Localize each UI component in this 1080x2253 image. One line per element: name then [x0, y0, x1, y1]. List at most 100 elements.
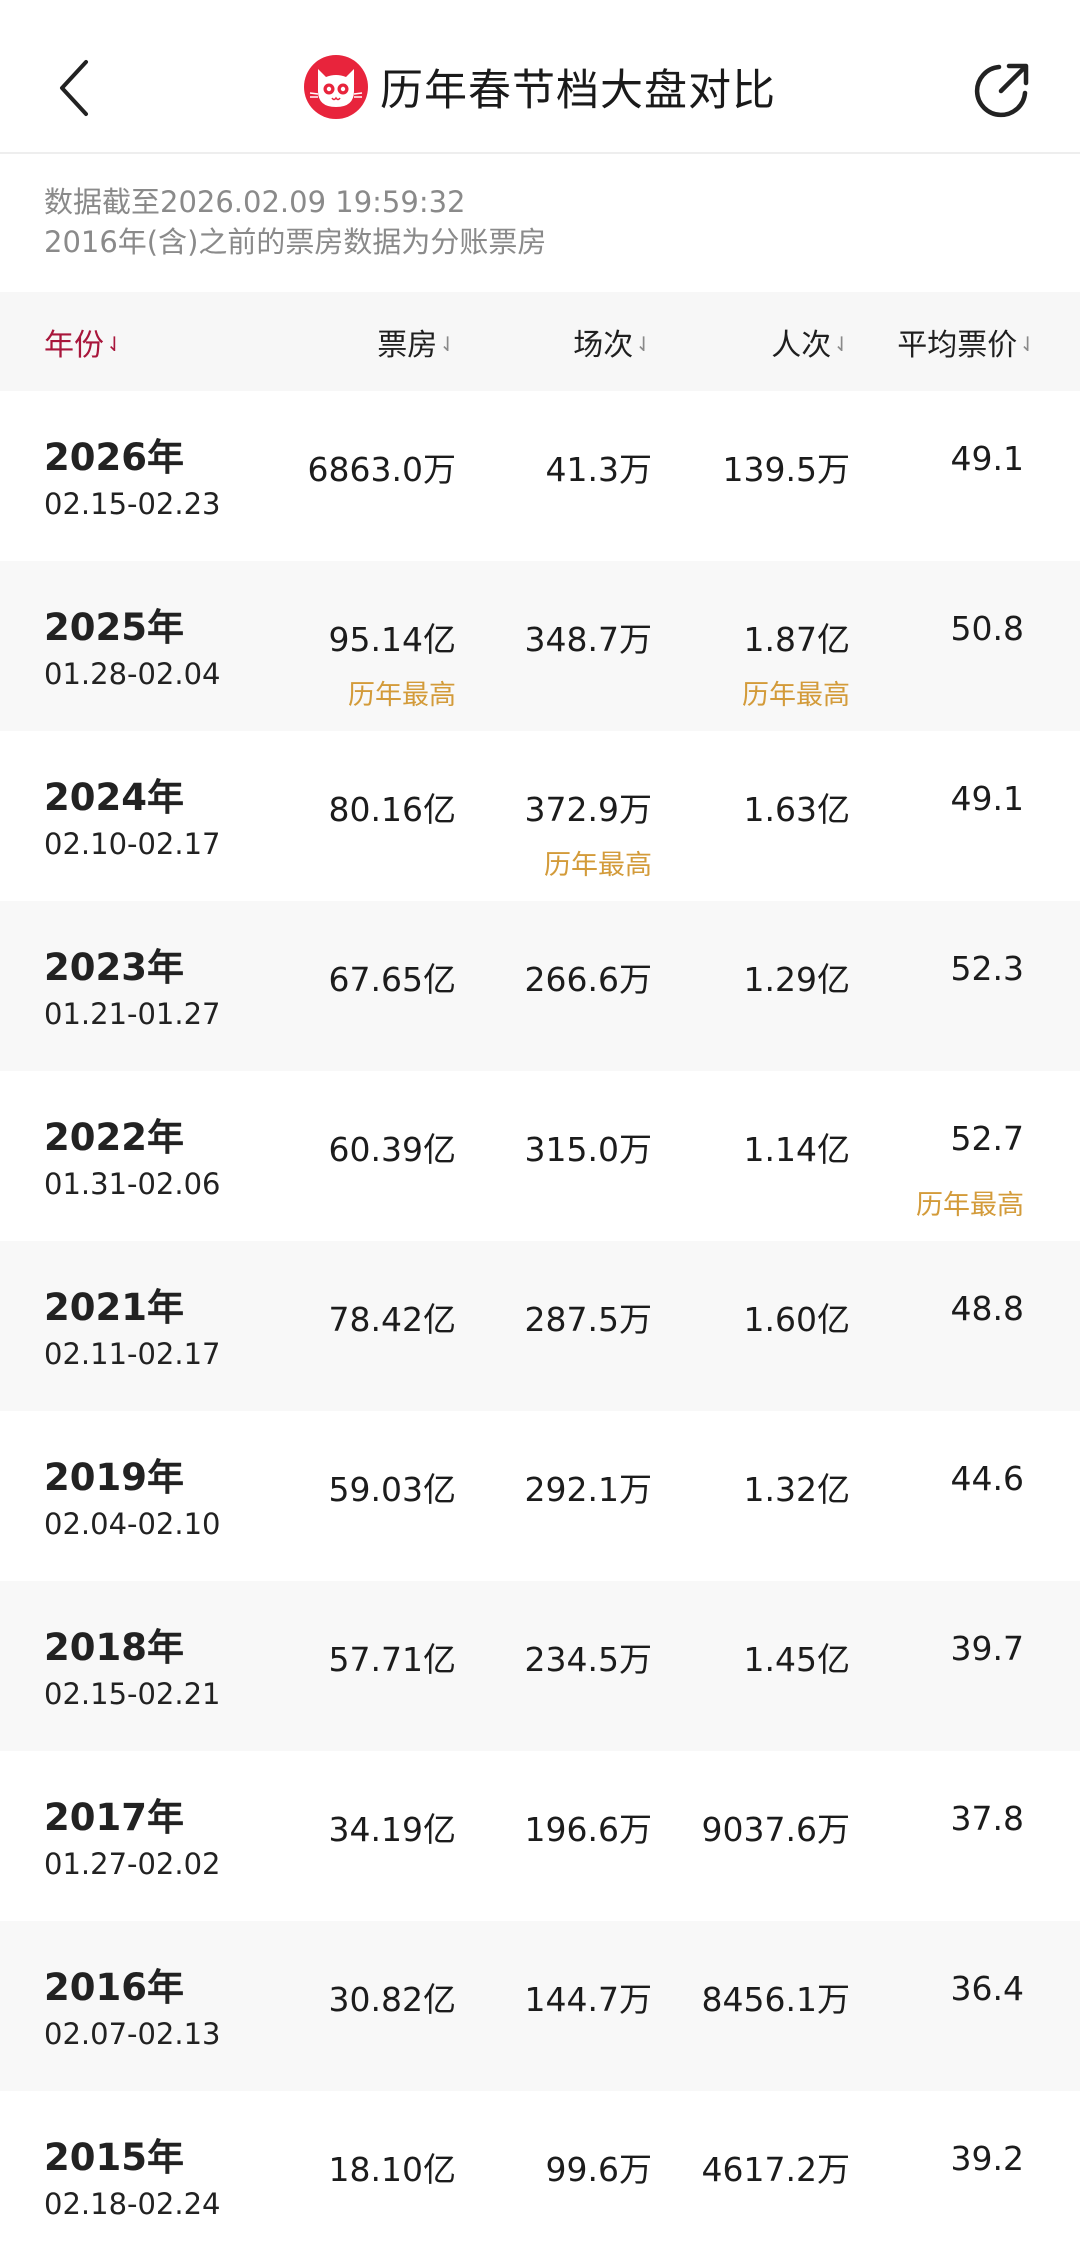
admissions-value: 4617.2万	[701, 2150, 850, 2189]
table-body: 2026年 02.15-02.23 6863.0万 41.3万 139.5万 49.1 20…	[0, 391, 1080, 2253]
record-high-badge: 历年最高	[348, 680, 456, 711]
sort-down-icon: ⇃	[106, 331, 123, 356]
table-row[interactable]: 2025年 01.28-02.04 95.14亿 历年最高 348.7万 1.87亿 历年最…	[0, 561, 1080, 731]
maoyan-cat-logo-icon	[304, 55, 368, 119]
avg-price-value: 48.8	[950, 1289, 1024, 1328]
date-range: 02.04-02.10	[44, 1507, 221, 1541]
data-notice: 数据截至2026.02.09 19:59:32 2016年(含)之前的票房数据为…	[44, 182, 546, 262]
table-row[interactable]: 2026年 02.15-02.23 6863.0万 41.3万 139.5万 49.1	[0, 391, 1080, 561]
avg-price-value: 39.2	[950, 2139, 1024, 2178]
avg-price-value: 39.7	[950, 1629, 1024, 1668]
avg-price-value: 49.1	[950, 439, 1024, 478]
sort-down-icon: ⇃	[1019, 331, 1036, 356]
year-label: 2017年	[44, 1796, 184, 1839]
column-label: 场次	[573, 327, 634, 363]
table-header: 年份 ⇃ 票房 ⇃ 场次 ⇃ 人次 ⇃ 平均票价 ⇃	[0, 292, 1080, 391]
shows-value: 99.6万	[545, 2150, 652, 2189]
year-label: 2024年	[44, 776, 184, 819]
date-range: 02.15-02.23	[44, 487, 221, 521]
table-row[interactable]: 2016年 02.07-02.13 30.82亿 144.7万 8456.1万 36.4	[0, 1921, 1080, 2091]
sort-by-shows[interactable]: 场次 ⇃	[573, 292, 652, 391]
avg-price-value: 49.1	[950, 779, 1024, 818]
sort-by-year[interactable]: 年份 ⇃	[44, 292, 123, 391]
date-range: 02.18-02.24	[44, 2187, 221, 2221]
admissions-value: 1.60亿	[743, 1300, 850, 1339]
comparison-table: 年份 ⇃ 票房 ⇃ 场次 ⇃ 人次 ⇃ 平均票价 ⇃ 2026年 02.15-02.23 68…	[0, 292, 1080, 2253]
table-row[interactable]: 2019年 02.04-02.10 59.03亿 292.1万 1.32亿 44.6	[0, 1411, 1080, 1581]
admissions-value: 8456.1万	[701, 1980, 850, 2019]
date-range: 02.07-02.13	[44, 2017, 221, 2051]
avg-price-value: 44.6	[950, 1459, 1024, 1498]
year-label: 2015年	[44, 2136, 184, 2179]
box-office-value: 34.19亿	[328, 1810, 456, 1849]
column-label: 平均票价	[897, 327, 1018, 363]
box-office-value: 6863.0万	[307, 450, 456, 489]
table-row[interactable]: 2023年 01.21-01.27 67.65亿 266.6万 1.29亿 52.3	[0, 901, 1080, 1071]
year-label: 2022年	[44, 1116, 184, 1159]
table-row[interactable]: 2015年 02.18-02.24 18.10亿 99.6万 4617.2万 39.2	[0, 2091, 1080, 2253]
box-office-value: 95.14亿	[328, 620, 456, 659]
table-row[interactable]: 2017年 01.27-02.02 34.19亿 196.6万 9037.6万 37.8	[0, 1751, 1080, 1921]
year-label: 2023年	[44, 946, 184, 989]
date-range: 02.15-02.21	[44, 1677, 221, 1711]
record-high-badge: 历年最高	[544, 850, 652, 881]
shows-value: 292.1万	[524, 1470, 652, 1509]
admissions-value: 1.63亿	[743, 790, 850, 829]
table-row[interactable]: 2022年 01.31-02.06 60.39亿 315.0万 1.14亿 52.7 历年最…	[0, 1071, 1080, 1241]
share-button[interactable]	[968, 54, 1038, 124]
nav-bar: 历年春节档大盘对比	[0, 0, 1080, 154]
box-office-value: 78.42亿	[328, 1300, 456, 1339]
box-office-value: 80.16亿	[328, 790, 456, 829]
avg-price-value: 52.3	[950, 949, 1024, 988]
date-range: 02.11-02.17	[44, 1337, 221, 1371]
avg-price-value: 37.8	[950, 1799, 1024, 1838]
table-row[interactable]: 2024年 02.10-02.17 80.16亿 372.9万历年最高 1.63亿 49.…	[0, 731, 1080, 901]
sort-by-admissions[interactable]: 人次 ⇃	[771, 292, 850, 391]
table-row[interactable]: 2018年 02.15-02.21 57.71亿 234.5万 1.45亿 39.7	[0, 1581, 1080, 1751]
data-timestamp: 数据截至2026.02.09 19:59:32	[44, 185, 466, 219]
box-office-value: 57.71亿	[328, 1640, 456, 1679]
box-office-value: 60.39亿	[328, 1130, 456, 1169]
date-range: 01.21-01.27	[44, 997, 221, 1031]
shows-value: 287.5万	[524, 1300, 652, 1339]
page-title: 历年春节档大盘对比	[380, 66, 776, 116]
avg-price-value: 50.8	[950, 609, 1024, 648]
shows-value: 144.7万	[524, 1980, 652, 2019]
box-office-value: 18.10亿	[328, 2150, 456, 2189]
admissions-value: 139.5万	[722, 450, 850, 489]
shows-value: 266.6万	[524, 960, 652, 999]
admissions-value: 1.32亿	[743, 1470, 850, 1509]
back-button[interactable]	[44, 50, 104, 126]
admissions-value: 9037.6万	[701, 1810, 850, 1849]
record-high-badge: 历年最高	[916, 1190, 1024, 1221]
split-box-office-note: 2016年(含)之前的票房数据为分账票房	[44, 225, 547, 259]
year-label: 2026年	[44, 436, 184, 479]
date-range: 02.10-02.17	[44, 827, 221, 861]
shows-value: 41.3万	[545, 450, 652, 489]
box-office-value: 30.82亿	[328, 1980, 456, 2019]
box-office-value: 59.03亿	[328, 1470, 456, 1509]
sort-down-icon: ⇃	[439, 331, 456, 356]
title-group: 历年春节档大盘对比	[0, 52, 1080, 122]
shows-value: 348.7万	[524, 620, 652, 659]
shows-value: 315.0万	[524, 1130, 652, 1169]
admissions-value: 1.29亿	[743, 960, 850, 999]
column-label: 年份	[44, 327, 104, 363]
sort-by-box-office[interactable]: 票房 ⇃	[377, 292, 456, 391]
admissions-value: 1.14亿	[743, 1130, 850, 1169]
chevron-left-icon	[60, 60, 88, 116]
sort-down-icon: ⇃	[635, 331, 652, 356]
shows-value: 372.9万	[524, 790, 652, 829]
box-office-value: 67.65亿	[328, 960, 456, 999]
sort-by-avg-price[interactable]: 平均票价 ⇃	[897, 292, 1036, 391]
admissions-value: 1.87亿	[743, 620, 850, 659]
date-range: 01.31-02.06	[44, 1167, 221, 1201]
year-label: 2025年	[44, 606, 184, 649]
shows-value: 234.5万	[524, 1640, 652, 1679]
column-label: 人次	[771, 327, 832, 363]
record-high-badge: 历年最高	[742, 680, 850, 711]
admissions-value: 1.45亿	[743, 1640, 850, 1679]
date-range: 01.27-02.02	[44, 1847, 221, 1881]
column-label: 票房	[377, 327, 438, 363]
table-row[interactable]: 2021年 02.11-02.17 78.42亿 287.5万 1.60亿 48.8	[0, 1241, 1080, 1411]
